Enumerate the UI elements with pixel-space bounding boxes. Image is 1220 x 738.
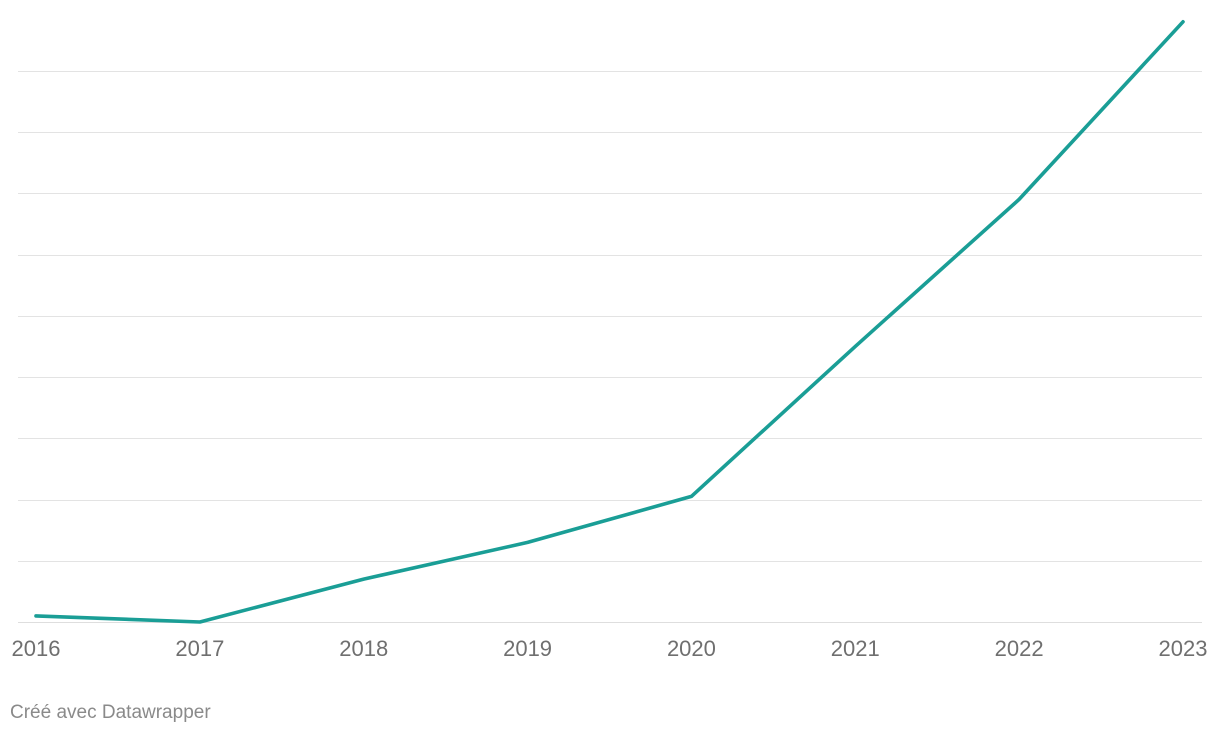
x-tick-label: 2018 [339, 636, 388, 661]
x-tick-label: 2020 [667, 636, 716, 661]
series-group [34, 19, 1185, 624]
series-line [34, 19, 1185, 624]
x-tick-label: 2023 [1159, 636, 1208, 661]
x-tick-label: 2019 [503, 636, 552, 661]
credit-text: Créé avec Datawrapper [10, 702, 211, 723]
x-tick-label: 2017 [175, 636, 224, 661]
x-tick-label: 2022 [995, 636, 1044, 661]
x-tick-label: 2016 [12, 636, 61, 661]
gridlines [18, 70, 1202, 624]
x-axis: 2016 2017 2018 2019 2020 2021 2022 2023 [12, 636, 1208, 661]
x-tick-label: 2021 [831, 636, 880, 661]
